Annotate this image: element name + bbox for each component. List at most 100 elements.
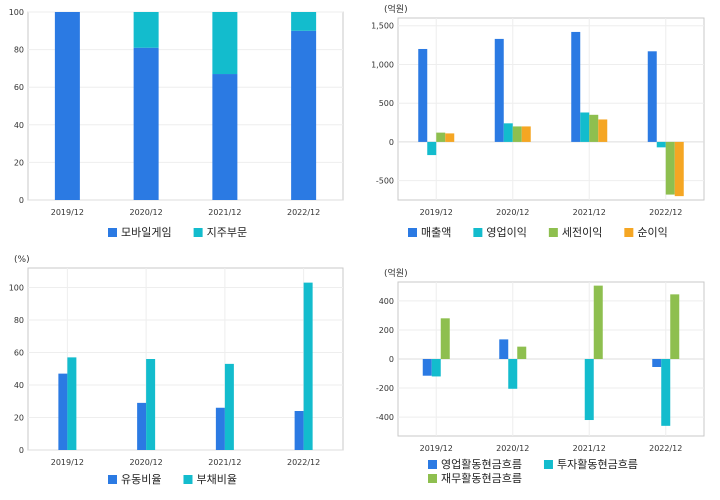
bar-영업활동현금흐름-2019/12 bbox=[422, 359, 432, 376]
legend-item: 부채비율 bbox=[183, 473, 237, 486]
bar-지주부문-2022/12 bbox=[291, 12, 317, 31]
legend-swatch bbox=[108, 475, 117, 484]
bar-영업이익-2020/12 bbox=[503, 123, 513, 142]
bar-모바일게임-2021/12 bbox=[212, 74, 238, 200]
y-tick-label: -400 bbox=[376, 413, 394, 422]
legend-item: 유동비율 bbox=[108, 473, 161, 486]
bar-투자활동현금흐름-2021/12 bbox=[584, 359, 594, 421]
legend-swatch bbox=[108, 228, 117, 237]
bar-투자활동현금흐름-2020/12 bbox=[508, 359, 518, 389]
y-tick-label: 0 bbox=[389, 138, 394, 147]
y-tick-label: 1,500 bbox=[371, 22, 394, 31]
bar-세전이익-2020/12 bbox=[512, 126, 522, 142]
chart-3: 0 20 40 60 80 100 (%) 2019/12 2020/12 2021/12 2022… bbox=[9, 255, 344, 486]
x-tick-label: 2019/12 bbox=[51, 208, 84, 217]
y-tick-label: 20 bbox=[14, 414, 24, 423]
y-tick-label: 500 bbox=[379, 99, 394, 108]
bar-투자활동현금흐름-2022/12 bbox=[661, 359, 671, 426]
y-tick-label: -200 bbox=[376, 384, 394, 393]
x-tick-label: 2021/12 bbox=[208, 458, 241, 467]
x-tick-label: 2022/12 bbox=[287, 458, 320, 467]
legend-item: 세전이익 bbox=[548, 226, 602, 239]
legend-item: 지주부문 bbox=[193, 226, 247, 239]
bar-유동비율-2022/12 bbox=[294, 411, 304, 450]
x-tick-label: 2019/12 bbox=[51, 458, 84, 467]
x-tick-label: 2022/12 bbox=[649, 208, 682, 217]
bar-순이익-2022/12 bbox=[674, 141, 684, 197]
legend-swatch bbox=[624, 228, 634, 237]
legend-item: 영업이익 bbox=[473, 226, 527, 239]
bar-유동비율-2019/12 bbox=[58, 373, 68, 450]
y-tick-label: 100 bbox=[9, 8, 24, 17]
legend-item: 영업활동현금흐름 bbox=[428, 457, 522, 471]
bar-모바일게임-2022/12 bbox=[291, 30, 317, 200]
bar-재무활동현금흐름-2020/12 bbox=[517, 346, 527, 359]
legend-swatch bbox=[183, 475, 193, 484]
legend-label: 부채비율 bbox=[196, 473, 236, 486]
bar-지주부문-2020/12 bbox=[133, 12, 159, 48]
unit-label: (억원) bbox=[384, 267, 408, 279]
y-tick-label: 40 bbox=[14, 381, 24, 390]
legend-label: 유동비율 bbox=[121, 473, 161, 486]
x-tick-label: 2022/12 bbox=[287, 208, 320, 217]
bar-부채비율-2021/12 bbox=[224, 363, 234, 450]
bar-매출액-2021/12 bbox=[571, 31, 581, 142]
y-tick-label: 1,000 bbox=[371, 60, 394, 69]
bar-영업활동현금흐름-2022/12 bbox=[652, 359, 662, 367]
bar-세전이익-2022/12 bbox=[665, 141, 675, 195]
legend-label: 투자활동현금흐름 bbox=[557, 457, 638, 471]
bar-유동비율-2021/12 bbox=[215, 407, 225, 450]
chart-1: 0 20 40 60 80 100 2019/12 2020/12 2021/12 2022/12… bbox=[9, 8, 344, 239]
y-tick-label: 60 bbox=[14, 83, 24, 92]
bar-영업이익-2022/12 bbox=[656, 141, 666, 148]
bar-모바일게임-2019/12 bbox=[54, 12, 80, 200]
bar-부채비율-2019/12 bbox=[67, 357, 77, 450]
legend-item: 순이익 bbox=[624, 226, 668, 239]
unit-label: (억원) bbox=[384, 3, 408, 15]
bar-부채비율-2022/12 bbox=[303, 282, 313, 450]
y-tick-label: 20 bbox=[14, 158, 24, 167]
legend-swatch bbox=[548, 228, 558, 237]
legend-item: 매출액 bbox=[408, 226, 451, 239]
bar-매출액-2022/12 bbox=[647, 51, 657, 142]
y-tick-label: 400 bbox=[379, 297, 394, 306]
bar-재무활동현금흐름-2022/12 bbox=[670, 294, 680, 359]
bar-순이익-2019/12 bbox=[445, 133, 455, 142]
bar-재무활동현금흐름-2021/12 bbox=[593, 285, 603, 359]
x-tick-label: 2020/12 bbox=[130, 458, 163, 467]
y-tick-label: 60 bbox=[14, 349, 24, 358]
bar-세전이익-2019/12 bbox=[436, 132, 446, 142]
bar-투자활동현금흐름-2019/12 bbox=[431, 359, 441, 377]
y-tick-label: 100 bbox=[9, 284, 24, 293]
y-tick-label: 200 bbox=[379, 326, 394, 335]
x-tick-label: 2019/12 bbox=[420, 444, 453, 453]
bar-영업이익-2021/12 bbox=[580, 112, 590, 142]
chart-2: -500 0 500 1,000 1,500 (억원) 2019/12 2020/12 2021… bbox=[371, 3, 705, 239]
y-tick-label: 0 bbox=[19, 446, 24, 455]
bar-순이익-2021/12 bbox=[598, 119, 608, 142]
x-tick-label: 2020/12 bbox=[130, 208, 163, 217]
legend-label: 매출액 bbox=[421, 226, 451, 239]
x-tick-label: 2021/12 bbox=[573, 208, 606, 217]
x-tick-label: 2020/12 bbox=[496, 444, 529, 453]
x-tick-label: 2019/12 bbox=[420, 208, 453, 217]
y-tick-label: 0 bbox=[389, 355, 394, 364]
legend-label: 영업이익 bbox=[486, 226, 526, 239]
bar-부채비율-2020/12 bbox=[146, 359, 156, 450]
plot-area bbox=[27, 267, 344, 451]
legend-item: 재무활동현금흐름 bbox=[428, 471, 522, 485]
legend-label: 세전이익 bbox=[562, 226, 602, 239]
x-tick-label: 2022/12 bbox=[649, 444, 682, 453]
y-tick-label: 80 bbox=[14, 316, 24, 325]
bar-매출액-2019/12 bbox=[418, 48, 428, 142]
x-tick-label: 2020/12 bbox=[496, 208, 529, 217]
bar-재무활동현금흐름-2019/12 bbox=[440, 318, 450, 359]
legend-swatch bbox=[543, 460, 553, 469]
y-tick-label: 0 bbox=[19, 196, 24, 205]
x-tick-label: 2021/12 bbox=[573, 444, 606, 453]
plot-area bbox=[27, 11, 344, 201]
legend-label: 순이익 bbox=[637, 226, 667, 239]
legend-label: 모바일게임 bbox=[121, 225, 172, 239]
bar-모바일게임-2020/12 bbox=[133, 47, 159, 200]
